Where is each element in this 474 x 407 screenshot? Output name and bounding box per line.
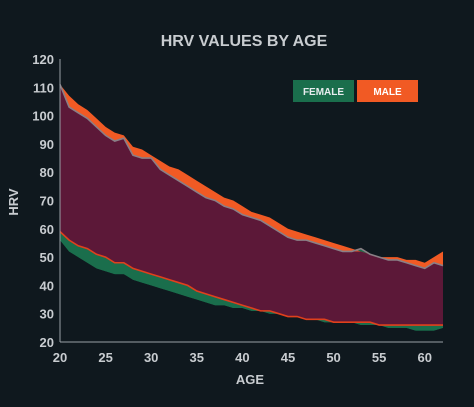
x-tick-label: 20 xyxy=(53,350,67,365)
chart-title: HRV VALUES BY AGE xyxy=(161,33,328,50)
y-tick-label: 30 xyxy=(40,307,54,322)
legend-female-label: FEMALE xyxy=(303,87,344,98)
x-tick-label: 35 xyxy=(190,350,204,365)
y-tick-label: 70 xyxy=(40,194,54,209)
legend-male-swatch xyxy=(357,80,418,102)
y-tick-label: 40 xyxy=(40,278,54,293)
y-tick-label: 50 xyxy=(40,250,54,265)
legend-male-label: MALE xyxy=(373,87,402,98)
x-tick-label: 40 xyxy=(235,350,249,365)
axes: 20 30 40 50 60 70 80 90 100 110 120 20 25 30 35 40 45 50 5… xyxy=(32,52,443,365)
x-tick-label: 45 xyxy=(281,350,295,365)
female-lower-edge-area xyxy=(60,231,443,331)
y-tick-label: 80 xyxy=(40,165,54,180)
y-tick-label: 20 xyxy=(40,335,54,350)
x-tick-label: 30 xyxy=(144,350,158,365)
y-axis-label: HRV xyxy=(6,188,21,216)
y-tick-label: 90 xyxy=(40,137,54,152)
x-tick-label: 60 xyxy=(418,350,432,365)
legend: FEMALE MALE xyxy=(293,80,418,102)
x-tick-label: 50 xyxy=(326,350,340,365)
female-upper-line xyxy=(59,84,444,270)
x-tick-label: 25 xyxy=(98,350,112,365)
y-tick-label: 110 xyxy=(33,80,54,95)
overlap-range-area xyxy=(60,84,443,326)
y-tick-label: 60 xyxy=(40,222,54,237)
x-axis-label: AGE xyxy=(236,372,265,387)
plot-area xyxy=(59,84,444,331)
y-tick-label: 120 xyxy=(32,52,54,67)
legend-female-swatch xyxy=(293,80,354,102)
x-tick-label: 55 xyxy=(372,350,386,365)
male-lower-line xyxy=(59,231,443,326)
y-tick-label: 100 xyxy=(32,109,54,124)
